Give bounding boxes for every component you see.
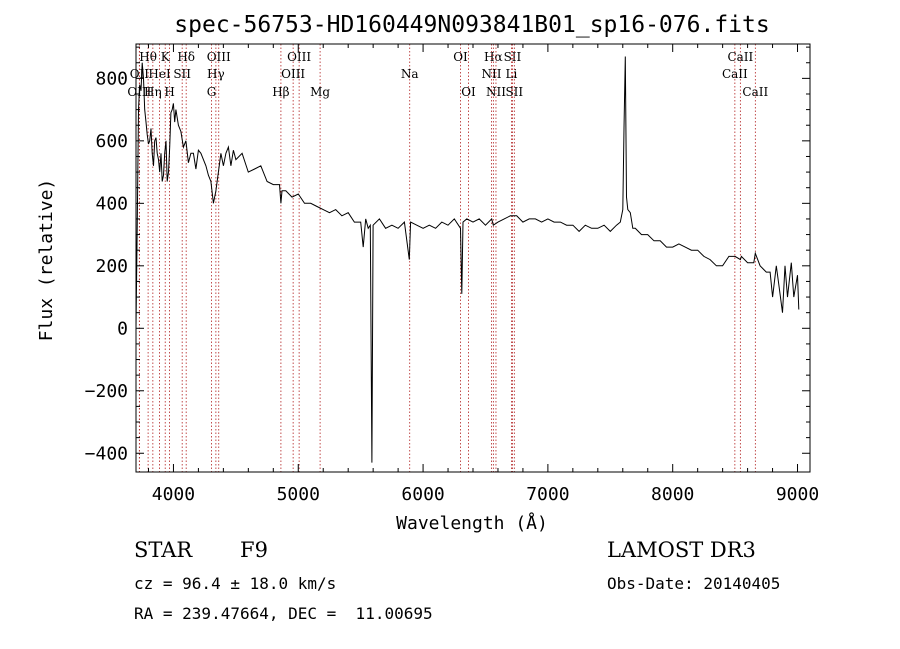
survey-name: LAMOST DR3 xyxy=(607,538,756,562)
object-subclass: F9 xyxy=(240,538,268,562)
plot-frame xyxy=(135,43,811,473)
line-label: HeI xyxy=(148,67,171,81)
y-tick-label: 800 xyxy=(95,68,128,89)
line-label: OI xyxy=(461,85,476,99)
y-tick-label: 0 xyxy=(117,318,128,339)
line-label: K xyxy=(161,50,171,64)
line-label: Hβ xyxy=(272,85,289,99)
y-tick-label: 400 xyxy=(95,193,128,214)
y-tick-label: 200 xyxy=(95,256,128,277)
x-axis-label: Wavelength (Å) xyxy=(396,512,548,534)
line-label: OIII xyxy=(207,50,231,64)
line-label: Mg xyxy=(310,85,330,99)
line-label: CaII xyxy=(742,85,768,99)
line-label: Hδ xyxy=(177,50,195,64)
redshift-text: cz = 96.4 ± 18.0 km/s xyxy=(134,574,337,593)
x-tick-label: 4000 xyxy=(152,484,195,505)
line-label: Na xyxy=(401,67,419,81)
line-label: NII xyxy=(486,85,506,99)
x-tick-label: 7000 xyxy=(526,484,569,505)
line-label: OIII xyxy=(287,50,311,64)
line-label: SII xyxy=(504,50,522,64)
line-label: CaII xyxy=(722,67,748,81)
line-label: SII xyxy=(505,85,523,99)
y-axis-label: Flux (relative) xyxy=(36,179,57,342)
line-label: Hα xyxy=(484,50,503,64)
y-tick-label: −200 xyxy=(85,381,128,402)
spectrum-line xyxy=(135,56,800,463)
line-label: Li xyxy=(506,67,518,81)
x-axis-ticks: 4000 5000 6000 7000 8000 9000 xyxy=(147,44,819,505)
line-label: CaII xyxy=(727,50,753,64)
x-tick-label: 8000 xyxy=(651,484,694,505)
chart-title: spec-56753-HD160449N093841B01_sp16-076.f… xyxy=(174,12,769,38)
line-label: OII xyxy=(130,67,150,81)
x-tick-label: 5000 xyxy=(277,484,320,505)
x-tick-label: 6000 xyxy=(401,484,444,505)
line-label: NII xyxy=(481,67,501,81)
object-class: STAR xyxy=(134,538,193,562)
y-axis-ticks: −400 −200 0 200 400 600 800 xyxy=(85,46,810,464)
y-tick-label: −400 xyxy=(85,443,128,464)
coordinates-text: RA = 239.47664, DEC = 11.00695 xyxy=(134,604,433,623)
observation-date: Obs-Date: 20140405 xyxy=(607,574,781,593)
line-label: G xyxy=(207,85,217,99)
line-label: Hη xyxy=(144,85,162,99)
line-label: Hθ xyxy=(139,50,157,64)
spectrum-series xyxy=(135,56,800,463)
line-label: SII xyxy=(173,67,191,81)
x-tick-label: 9000 xyxy=(776,484,819,505)
line-label: OI xyxy=(453,50,468,64)
line-label: Hγ xyxy=(207,67,225,81)
line-label: OIII xyxy=(281,67,305,81)
line-label: H xyxy=(164,85,174,99)
y-tick-label: 600 xyxy=(95,131,128,152)
